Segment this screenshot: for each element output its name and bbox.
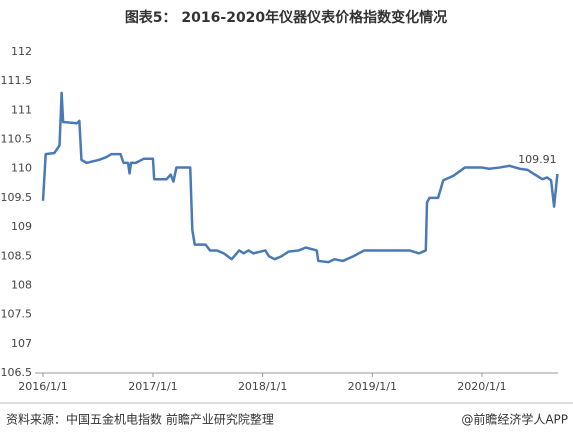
y-tick-label: 111.5 <box>1 74 33 87</box>
x-tick-label: 2017/1/1 <box>128 380 177 393</box>
y-tick-label: 110.5 <box>1 133 33 146</box>
source: 资料来源：中国五金机电指数 前瞻产业研究院整理 <box>6 412 274 427</box>
x-tick-label: 2018/1/1 <box>238 380 287 393</box>
y-tick-label: 108.5 <box>1 249 33 262</box>
data-label: 109.91 <box>518 153 557 166</box>
y-tick-label: 108 <box>11 278 32 291</box>
y-tick-label: 106.5 <box>1 366 33 379</box>
series-line <box>41 91 559 264</box>
y-tick-label: 112 <box>11 45 32 58</box>
x-tick-label: 2016/1/1 <box>18 380 67 393</box>
chart-title: 图表5： 2016-2020年仪器仪表价格指数变化情况 <box>125 9 447 26</box>
x-tick-label: 2019/1/1 <box>348 380 397 393</box>
credit: @前瞻经济学人APP <box>461 412 568 427</box>
y-tick-label: 107 <box>11 337 32 350</box>
y-tick-label: 110 <box>11 162 32 175</box>
y-tick-label: 109.5 <box>1 191 33 204</box>
y-tick-label: 109 <box>11 220 32 233</box>
x-tick-label: 2020/1/1 <box>457 380 506 393</box>
y-tick-label: 111 <box>11 103 32 116</box>
y-tick-label: 107.5 <box>1 308 33 321</box>
